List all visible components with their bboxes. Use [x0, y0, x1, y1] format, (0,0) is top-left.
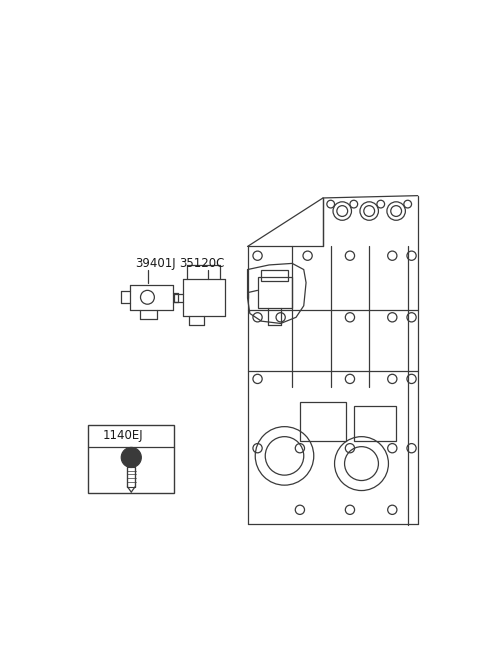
Circle shape	[121, 447, 141, 468]
Bar	[262, 270, 288, 281]
Text: 1140EJ: 1140EJ	[103, 430, 143, 442]
Circle shape	[128, 455, 134, 460]
Bar	[354, 406, 396, 441]
Bar	[300, 402, 346, 441]
Text: 39401J: 39401J	[135, 257, 176, 270]
Bar	[88, 425, 174, 493]
Bar	[127, 468, 135, 487]
Bar	[258, 277, 292, 308]
Circle shape	[125, 451, 137, 464]
Text: 35120C: 35120C	[180, 257, 225, 270]
